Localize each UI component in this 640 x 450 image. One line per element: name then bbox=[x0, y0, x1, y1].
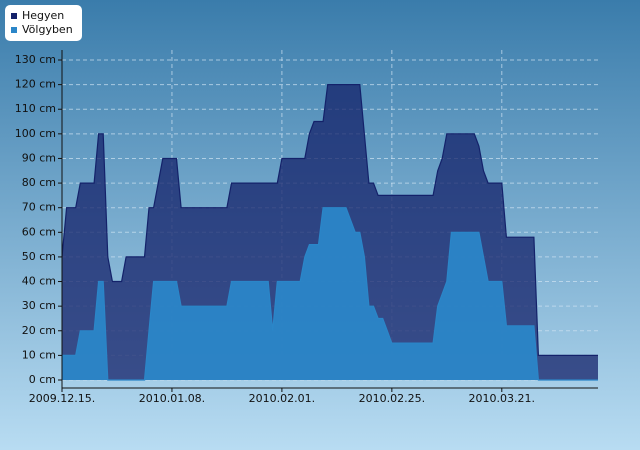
area bbox=[62, 207, 598, 380]
area-line bbox=[61, 84, 598, 356]
y-tick-label: 50 cm bbox=[22, 250, 56, 263]
x-tick-label: 2010.02.25. bbox=[359, 392, 425, 405]
x-tick-label: 2010.01.08. bbox=[139, 392, 205, 405]
y-tick-label: 0 cm bbox=[29, 373, 56, 386]
legend-swatch bbox=[11, 13, 17, 19]
y-tick-label: 110 cm bbox=[15, 102, 56, 115]
legend-label: Hegyen bbox=[22, 9, 64, 22]
y-tick-label: 70 cm bbox=[22, 201, 56, 214]
y-tick-label: 40 cm bbox=[22, 275, 56, 288]
legend-swatch bbox=[11, 27, 17, 33]
x-tick-label: 2009.12.15. bbox=[29, 392, 95, 405]
y-tick-label: 30 cm bbox=[22, 299, 56, 312]
area-line bbox=[62, 207, 598, 381]
legend bbox=[5, 5, 82, 41]
y-tick-label: 10 cm bbox=[22, 348, 56, 361]
y-tick-label: 130 cm bbox=[15, 53, 56, 66]
y-tick-label: 20 cm bbox=[22, 324, 56, 337]
x-tick-label: 2010.02.01. bbox=[249, 392, 315, 405]
y-tick-label: 60 cm bbox=[22, 225, 56, 238]
x-tick-label: 2010.03.21. bbox=[469, 392, 535, 405]
legend-label: Völgyben bbox=[22, 23, 73, 36]
y-tick-label: 100 cm bbox=[15, 127, 56, 140]
y-tick-label: 90 cm bbox=[22, 151, 56, 164]
y-tick-label: 120 cm bbox=[15, 78, 56, 91]
y-tick-label: 80 cm bbox=[22, 176, 56, 189]
